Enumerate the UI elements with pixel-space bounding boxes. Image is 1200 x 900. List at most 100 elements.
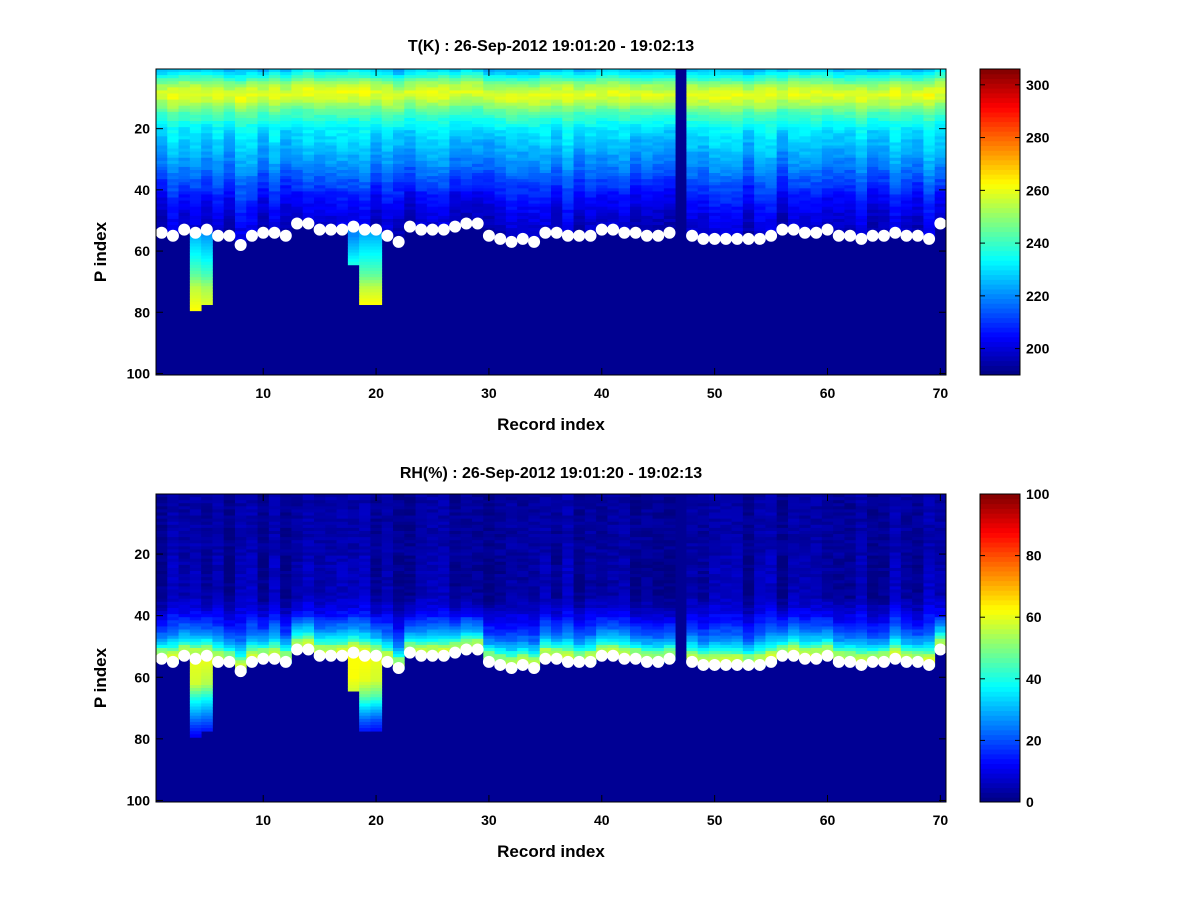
heatmap-cell (438, 130, 450, 134)
heatmap-cell (912, 127, 924, 131)
heatmap-cell (720, 114, 732, 119)
heatmap-cell (562, 78, 574, 82)
heatmap-cell (257, 506, 270, 510)
heatmap-cell (833, 169, 845, 174)
heatmap-cell (347, 206, 360, 211)
heatmap-cell (189, 678, 202, 683)
heatmap-cell (268, 574, 281, 578)
heatmap-cell (788, 148, 800, 153)
heatmap-cell (201, 509, 213, 513)
heatmap-cell (246, 601, 258, 606)
heatmap-cell (483, 124, 495, 128)
heatmap-cell (709, 163, 721, 168)
heatmap-cell (438, 194, 450, 198)
heatmap-cell (325, 148, 337, 153)
heatmap-cell (201, 515, 213, 520)
heatmap-cell (562, 114, 574, 119)
heatmap-cell (246, 626, 258, 630)
heatmap-cell (731, 133, 744, 137)
heatmap-cell (325, 527, 337, 532)
heatmap-cell (731, 194, 744, 198)
heatmap-cell (235, 552, 247, 556)
heatmap-cell (212, 105, 225, 110)
heatmap-cell (663, 157, 676, 162)
chart-title: T(K) : 26-Sep-2012 19:01:20 - 19:02:13 (408, 38, 694, 55)
heatmap-cell (720, 194, 732, 198)
heatmap-cell (178, 96, 191, 100)
heatmap-cell (189, 267, 202, 272)
heatmap-cell (923, 124, 936, 128)
heatmap-cell (189, 246, 202, 250)
heatmap-cell (246, 561, 258, 566)
heatmap-cell (483, 93, 495, 97)
heatmap-cell (562, 151, 574, 156)
heatmap-cell (178, 515, 191, 520)
heatmap-cell (652, 222, 665, 226)
heatmap-cell (731, 145, 744, 149)
heatmap-cell (460, 185, 473, 189)
heatmap-cell (867, 169, 879, 174)
heatmap-cell (257, 626, 270, 630)
heatmap-cell (731, 225, 744, 229)
heatmap-cell (426, 127, 439, 131)
heatmap-cell (223, 108, 236, 113)
heatmap-cell (438, 206, 450, 211)
surface-marker (742, 232, 755, 245)
heatmap-cell (562, 81, 574, 85)
heatmap-cell (788, 215, 800, 220)
heatmap-cell (776, 173, 789, 177)
heatmap-cell (867, 194, 879, 198)
heatmap-cell (934, 185, 947, 189)
heatmap-cell (889, 173, 902, 177)
heatmap-cell (912, 218, 924, 223)
heatmap-cell (178, 111, 191, 116)
heatmap-cell (821, 93, 834, 97)
heatmap-cell (189, 518, 202, 523)
heatmap-cell (889, 105, 902, 110)
heatmap-cell (212, 157, 225, 162)
heatmap-cell (223, 598, 236, 603)
heatmap-cell (426, 212, 439, 217)
heatmap-cell (268, 644, 281, 649)
heatmap-cell (201, 684, 213, 689)
heatmap-cell (472, 136, 484, 140)
heatmap-cell (878, 69, 890, 73)
heatmap-cell (415, 99, 428, 104)
colorbar-step (980, 245, 1020, 252)
heatmap-cell (212, 635, 225, 640)
heatmap-cell (539, 191, 552, 195)
heatmap-cell (223, 72, 236, 76)
heatmap-cell (246, 139, 258, 143)
heatmap-cell (788, 182, 800, 186)
heatmap-cell (302, 564, 315, 569)
heatmap-cell (517, 90, 529, 94)
heatmap-cell (167, 564, 179, 569)
heatmap-cell (584, 160, 597, 165)
heatmap-cell (268, 105, 281, 110)
colorbar-step (980, 217, 1020, 223)
heatmap-cell (494, 188, 507, 192)
heatmap-cell (223, 574, 236, 578)
heatmap-cell (528, 148, 541, 153)
heatmap-cell (878, 191, 890, 195)
heatmap-cell (359, 142, 371, 146)
heatmap-cell (189, 69, 202, 73)
heatmap-cell (280, 117, 292, 122)
heatmap-cell (156, 169, 168, 174)
heatmap-cell (855, 157, 868, 162)
heatmap-cell (325, 99, 337, 104)
heatmap-cell (167, 620, 179, 624)
heatmap-cell (799, 191, 811, 195)
heatmap-cell (460, 139, 473, 143)
heatmap-cell (268, 151, 281, 156)
heatmap-cell (528, 173, 541, 177)
heatmap-cell (167, 197, 179, 201)
heatmap-cell (223, 157, 236, 162)
heatmap-cell (607, 163, 620, 168)
heatmap-cell (562, 87, 574, 91)
heatmap-cell (370, 182, 383, 186)
heatmap-cell (494, 176, 507, 180)
heatmap-cell (618, 160, 631, 165)
heatmap-cell (336, 191, 349, 195)
heatmap-cell (709, 157, 721, 162)
